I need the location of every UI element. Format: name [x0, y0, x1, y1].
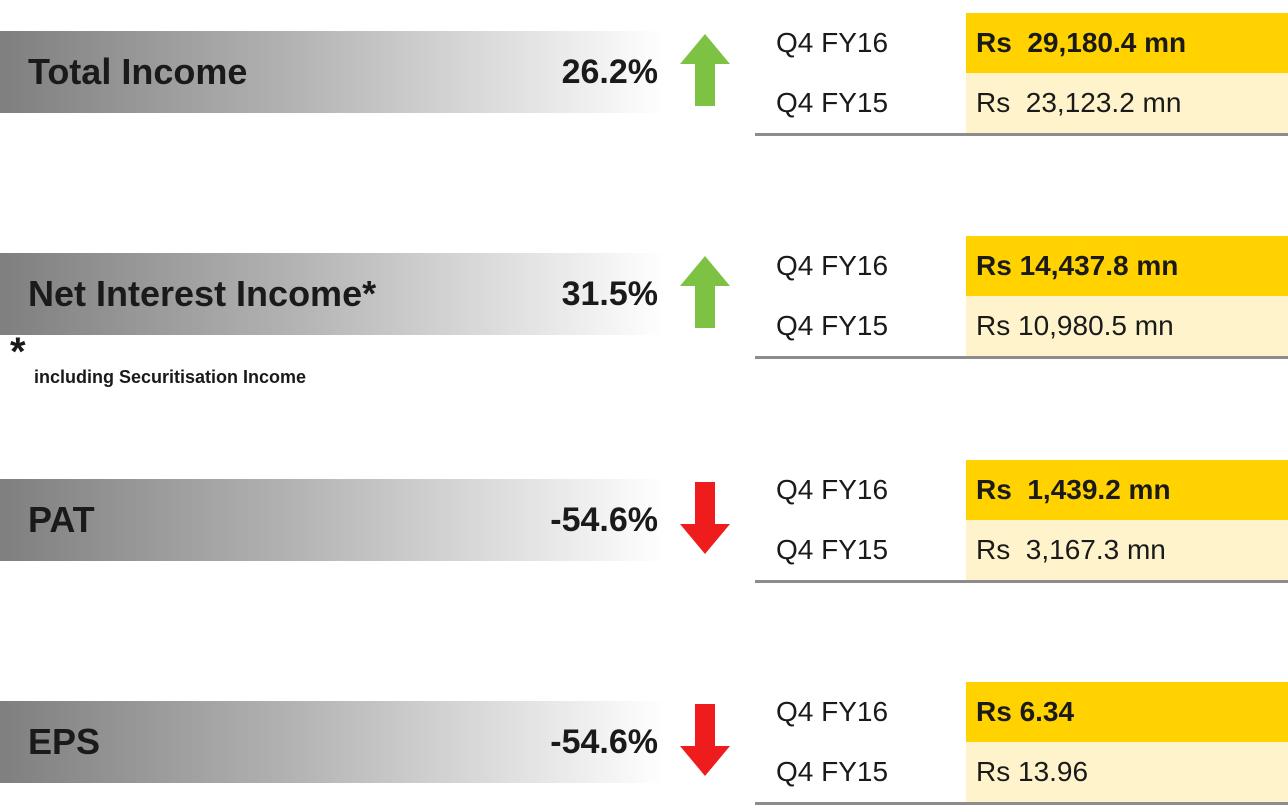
footnote-mark: *	[10, 330, 26, 374]
period-label: Q4 FY16	[776, 250, 889, 281]
period-label: Q4 FY16	[776, 474, 889, 505]
change-percent: -54.6%	[550, 501, 658, 539]
trend-arrow	[680, 704, 730, 784]
period-label: Q4 FY16	[776, 696, 889, 727]
label-band	[0, 31, 665, 113]
period-value: Rs 10,980.5 mn	[966, 296, 1288, 356]
period-label: Q4 FY16	[776, 27, 889, 58]
change-percent: 26.2%	[561, 53, 658, 91]
row-label: EPS	[28, 721, 101, 762]
period-value: Rs 1,439.2 mn	[966, 460, 1288, 520]
period-value: Rs 14,437.8 mn	[966, 236, 1288, 296]
row-label: Total Income	[28, 51, 248, 92]
footnote-text: including Securitisation Income	[34, 367, 307, 387]
change-percent: -54.6%	[550, 723, 658, 761]
period-label: Q4 FY15	[776, 310, 889, 341]
arrow-icon	[680, 34, 730, 106]
table-rule	[755, 580, 1288, 583]
period-value: Rs 23,123.2 mn	[966, 73, 1288, 133]
table-rule	[755, 133, 1288, 136]
period-label: Q4 FY15	[776, 87, 889, 118]
row-label: Net Interest Income*	[28, 273, 377, 314]
period-label: Q4 FY15	[776, 756, 889, 787]
row-label: PAT	[28, 499, 95, 540]
label-band	[0, 479, 665, 561]
change-percent: 31.5%	[561, 275, 658, 313]
period-value: Rs 29,180.4 mn	[966, 13, 1288, 73]
table-rule	[755, 356, 1288, 359]
period-value: Rs 3,167.3 mn	[966, 520, 1288, 580]
arrow-icon	[680, 482, 730, 554]
period-value: Rs 6.34	[966, 682, 1288, 742]
period-value: Rs 13.96	[966, 742, 1288, 802]
arrow-icon	[680, 256, 730, 328]
arrow-icon	[680, 704, 730, 776]
trend-arrow	[680, 482, 730, 562]
label-band	[0, 701, 665, 783]
trend-arrow	[680, 256, 730, 336]
label-band	[0, 253, 665, 335]
trend-arrow	[680, 34, 730, 114]
period-label: Q4 FY15	[776, 534, 889, 565]
